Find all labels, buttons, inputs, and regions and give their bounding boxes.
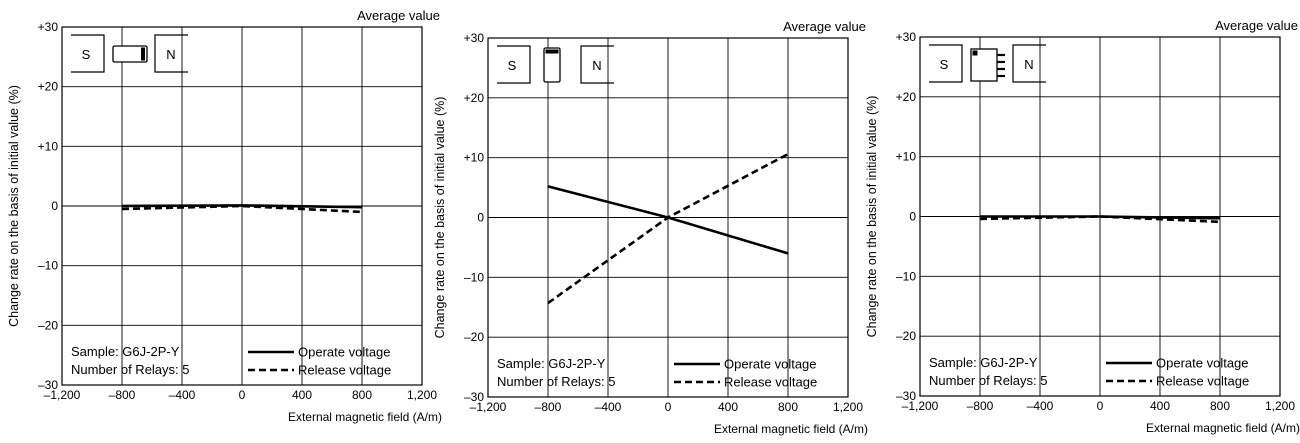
legend-label-1: Operate voltage [298, 345, 391, 360]
y-tick-label: –20 [38, 318, 58, 332]
y-tick-label: –30 [896, 389, 916, 403]
x-tick-label: 1,200 [1265, 399, 1295, 413]
average-value-label: Average value [783, 19, 866, 34]
y-tick-label: +20 [464, 91, 485, 105]
x-tick-label: –1,200 [44, 388, 81, 402]
legend-label-2: Release voltage [298, 363, 391, 378]
n-pole-magnet [580, 45, 614, 84]
legend-label-2: Release voltage [1156, 374, 1249, 389]
x-tick-label: –800 [109, 388, 136, 402]
y-tick-label: 0 [51, 199, 58, 213]
s-pole-magnet [929, 44, 963, 83]
series-line-operate [121, 204, 363, 209]
y-tick-label: –30 [464, 390, 484, 404]
relay-marker [141, 47, 145, 61]
average-value-label: Average value [357, 8, 440, 23]
series-line-operate [980, 215, 1221, 220]
average-value-label: Average value [1215, 18, 1298, 33]
chart-panel-1: –1,200 –800 –400 0 400 800 1,200 –30 –20 –10 0 +10 +… [7, 8, 442, 424]
relay-count-label: Number of Relays: 5 [929, 373, 1048, 388]
x-tick-label: –400 [169, 388, 196, 402]
y-tick-label: –20 [896, 329, 916, 343]
n-pole-label: N [592, 58, 601, 73]
s-pole-magnet [71, 34, 105, 73]
legend-label-1: Operate voltage [724, 357, 817, 372]
x-tick-label: –1,200 [902, 399, 939, 413]
legend-label-2: Release voltage [724, 375, 817, 390]
series-line-release [979, 215, 1221, 224]
s-pole-label: S [940, 57, 949, 72]
n-pole-label: N [166, 47, 175, 62]
x-tick-label: 400 [718, 400, 738, 414]
series-line-release [547, 152, 789, 305]
relay-shape [112, 45, 148, 63]
y-tick-label: –30 [38, 378, 58, 392]
relay-marker [545, 49, 559, 54]
chart-panel-3: –1,200 –800 –400 0 400 800 1,200 –30 –20 –10 0 +10 +… [865, 18, 1300, 435]
relay-marker [972, 50, 978, 56]
y-tick-label: –10 [38, 259, 58, 273]
plot-frame [919, 36, 1281, 397]
sample-label: Sample: G6J-2P-Y [71, 344, 180, 359]
x-axis-label: External magnetic field (A/m) [1146, 421, 1300, 435]
y-tick-label: –20 [464, 330, 484, 344]
y-tick-label: +30 [896, 30, 917, 44]
y-axis-label: Change rate on the basis of initial valu… [865, 96, 879, 338]
n-pole-magnet [1012, 44, 1046, 83]
s-pole-label: S [82, 47, 91, 62]
y-axis-label: Change rate on the basis of initial valu… [7, 85, 21, 327]
x-tick-label: 0 [665, 400, 672, 414]
x-tick-label: –800 [967, 399, 994, 413]
x-tick-label: 0 [1097, 399, 1104, 413]
relay-shape [970, 48, 998, 82]
relay-shape [543, 47, 561, 83]
y-tick-label: –10 [896, 269, 916, 283]
n-pole-magnet [154, 34, 188, 73]
y-axis-label: Change rate on the basis of initial valu… [433, 97, 447, 339]
x-tick-label: 800 [352, 388, 372, 402]
y-tick-label: +10 [896, 150, 917, 164]
sample-label: Sample: G6J-2P-Y [497, 356, 606, 371]
x-axis-label: External magnetic field (A/m) [288, 410, 442, 424]
legend-label-1: Operate voltage [1156, 356, 1249, 371]
y-tick-label: +20 [38, 80, 59, 94]
x-tick-label: 800 [1210, 399, 1230, 413]
x-tick-label: –1,200 [470, 400, 507, 414]
s-pole-magnet [497, 45, 531, 84]
x-tick-label: 400 [1150, 399, 1170, 413]
plot-frame [487, 37, 849, 398]
y-tick-label: +20 [896, 90, 917, 104]
y-tick-label: 0 [477, 211, 484, 225]
y-tick-label: +10 [464, 151, 485, 165]
y-tick-label: 0 [909, 210, 916, 224]
plot-frame [61, 26, 423, 386]
n-pole-label: N [1024, 57, 1033, 72]
chart-panel-2: –1,200 –800 –400 0 400 800 1,200 –30 –20 –10 0 +10 +… [433, 19, 868, 436]
x-tick-label: 1,200 [407, 388, 437, 402]
y-tick-label: +30 [464, 31, 485, 45]
y-tick-label: –10 [464, 270, 484, 284]
y-tick-label: +30 [38, 20, 59, 34]
x-tick-label: –400 [595, 400, 622, 414]
sample-label: Sample: G6J-2P-Y [929, 355, 1038, 370]
relay-count-label: Number of Relays: 5 [497, 374, 616, 389]
s-pole-label: S [508, 58, 517, 73]
x-axis-label: External magnetic field (A/m) [714, 422, 868, 436]
relay-count-label: Number of Relays: 5 [71, 362, 190, 377]
x-tick-label: 0 [239, 388, 246, 402]
x-tick-label: 1,200 [833, 400, 863, 414]
x-tick-label: –400 [1027, 399, 1054, 413]
x-tick-label: –800 [535, 400, 562, 414]
x-tick-label: 400 [292, 388, 312, 402]
x-tick-label: 800 [778, 400, 798, 414]
series-line-release [121, 204, 363, 214]
y-tick-label: +10 [38, 139, 59, 153]
